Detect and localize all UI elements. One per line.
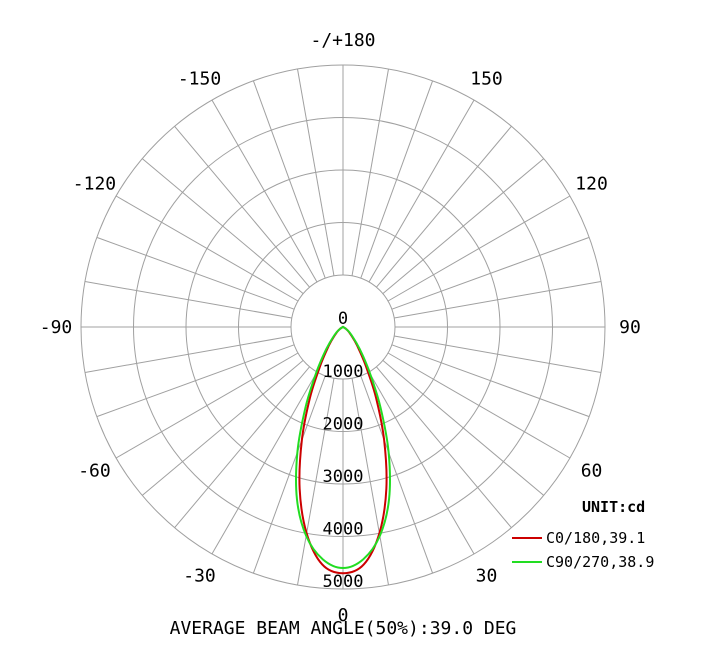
grid-spoke-300 xyxy=(115,352,299,459)
grid-spoke-110 xyxy=(391,236,590,310)
angle-label: 30 xyxy=(476,566,498,587)
grid-spoke-80 xyxy=(394,335,602,373)
legend-label-c90: C90/270,38.9 xyxy=(546,553,654,571)
unit-label: UNIT:cd xyxy=(582,498,645,516)
polar-grid xyxy=(80,64,606,590)
angle-label: -120 xyxy=(73,174,116,195)
grid-spoke-100 xyxy=(394,281,602,319)
grid-spoke-320 xyxy=(174,366,310,529)
grid-spoke-350 xyxy=(297,378,335,586)
radial-tick-label-1000: 1000 xyxy=(323,362,364,382)
grid-spoke-310 xyxy=(141,360,304,496)
grid-spoke-120 xyxy=(387,195,571,302)
angle-labels: 0 30 60 90 120 150 -/+180 -150 -120 -90 -60 -30 xyxy=(40,30,641,626)
grid-spoke-40 xyxy=(376,366,512,529)
radial-tick-label-4000: 4000 xyxy=(323,520,364,540)
grid-spoke-130 xyxy=(382,158,545,294)
grid-spoke-330 xyxy=(211,371,318,555)
angle-label: 150 xyxy=(470,68,503,89)
grid-spoke-50 xyxy=(382,360,545,496)
angle-label: 60 xyxy=(581,461,603,482)
grid-spoke-220 xyxy=(174,125,310,288)
series-curve-1 xyxy=(295,325,391,570)
grid-spoke-160 xyxy=(360,80,434,279)
grid-spoke-10 xyxy=(351,378,389,586)
beam-angle-footer: AVERAGE BEAM ANGLE(50%):39.0 DEG xyxy=(170,618,517,639)
grid-spoke-260 xyxy=(84,281,292,319)
grid-spoke-250 xyxy=(96,236,295,310)
grid-spoke-60 xyxy=(387,352,571,459)
radial-tick-label-3000: 3000 xyxy=(323,467,364,487)
grid-spoke-290 xyxy=(96,344,295,418)
grid-spoke-150 xyxy=(368,99,475,283)
grid-spoke-140 xyxy=(376,125,512,288)
grid-spoke-30 xyxy=(368,371,475,555)
radial-tick-label-5000: 5000 xyxy=(323,572,364,592)
radial-tick-label-2000: 2000 xyxy=(323,415,364,435)
radial-tick-labels: 0 1000 2000 3000 4000 5000 xyxy=(323,309,364,592)
legend-label-c0: C0/180,39.1 xyxy=(546,529,645,547)
angle-label: 90 xyxy=(619,317,641,338)
angle-label: -/+180 xyxy=(310,30,375,51)
grid-spoke-210 xyxy=(211,99,318,283)
angle-label: 120 xyxy=(575,174,608,195)
grid-spoke-340 xyxy=(252,375,326,574)
series-curves xyxy=(295,325,391,575)
angle-label: -30 xyxy=(183,566,216,587)
angle-label: -60 xyxy=(78,461,111,482)
grid-spoke-70 xyxy=(391,344,590,418)
grid-spoke-20 xyxy=(360,375,434,574)
grid-spoke-200 xyxy=(252,80,326,279)
angle-label: 0 xyxy=(338,605,349,626)
legend: C0/180,39.1 C90/270,38.9 xyxy=(512,529,654,571)
radial-tick-label-0: 0 xyxy=(338,309,348,329)
angle-label: -90 xyxy=(40,317,73,338)
grid-spoke-230 xyxy=(141,158,304,294)
grid-spoke-190 xyxy=(297,68,335,276)
grid-spoke-170 xyxy=(351,68,389,276)
grid-spoke-280 xyxy=(84,335,292,373)
grid-spoke-240 xyxy=(115,195,299,302)
angle-label: -150 xyxy=(178,68,221,89)
